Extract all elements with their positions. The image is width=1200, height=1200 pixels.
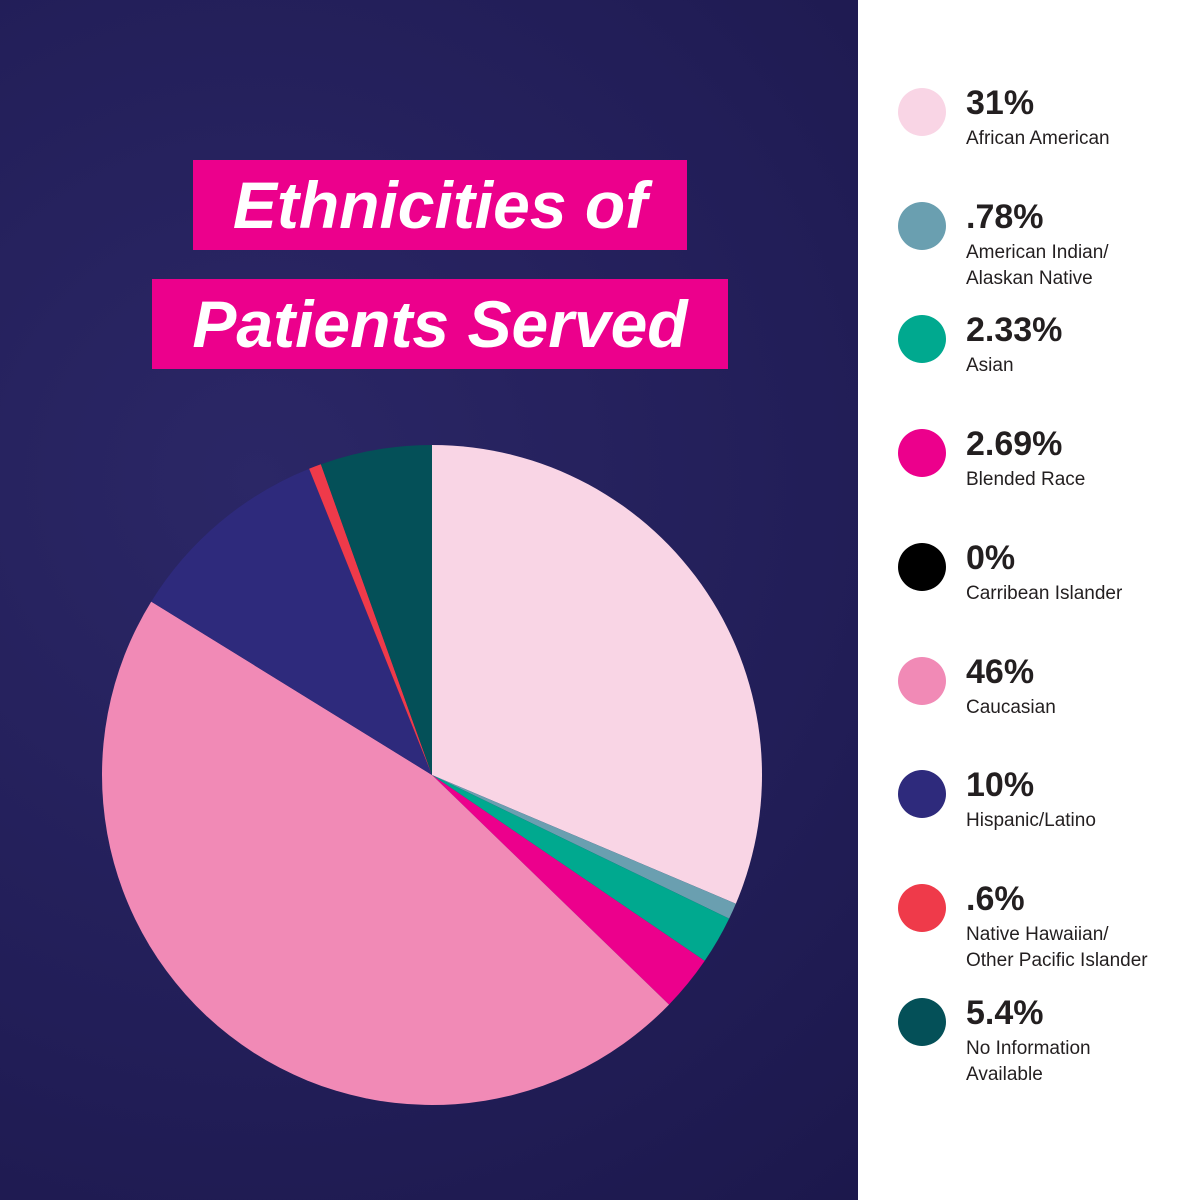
pie-slice <box>320 445 432 775</box>
legend-swatch <box>898 429 946 478</box>
value-label: .6% <box>966 879 1025 918</box>
legend-label: African American <box>966 128 1110 149</box>
value-label: 2.33% <box>966 311 1063 350</box>
legend-label: Hispanic/Latino <box>966 810 1096 832</box>
legend-swatch <box>898 770 946 819</box>
value-label: 46% <box>966 652 1035 691</box>
legend-swatch <box>898 883 946 932</box>
pie-slice <box>309 464 432 775</box>
value-label: 5.4% <box>966 993 1044 1032</box>
value-label: 0% <box>966 538 1016 577</box>
chart-title: Ethnicities of Patients Served <box>152 160 728 369</box>
pie-slice <box>432 445 763 904</box>
value-label: .78% <box>966 197 1044 236</box>
pie-slice <box>432 775 736 919</box>
legend-label: Asian <box>966 355 1014 377</box>
legend-swatch <box>898 997 946 1046</box>
pie-slice <box>432 775 705 1005</box>
value-label: 31% <box>966 84 1035 122</box>
legend-item: 10% Hispanic/Latino <box>898 766 1188 870</box>
value-label: 2.69% <box>966 425 1063 464</box>
value-label: 10% <box>966 766 1035 805</box>
legend-label: Blended Race <box>966 469 1086 491</box>
legend-label: Native Hawaiian/ Other Pacific Islander <box>966 923 1148 971</box>
legend-item: 2.69% Blended Race <box>898 425 1188 529</box>
pie-chart <box>101 445 763 1105</box>
legend-swatch <box>898 315 946 364</box>
legend-item: .6% Native Hawaiian/ Other Pacific Island… <box>898 880 1188 984</box>
pie-slice <box>432 775 730 961</box>
legend-swatch <box>898 542 946 591</box>
title-box: Ethnicities of Patients Served <box>110 155 770 393</box>
legend-item: .78% American Indian/ Alaskan Native <box>898 198 1188 302</box>
legend-swatch <box>898 201 946 250</box>
legend-item: 46% Caucasian <box>898 653 1188 757</box>
legend-swatch <box>898 88 946 136</box>
legend-label: Carribean Islander <box>966 582 1123 604</box>
pie-slice <box>101 601 670 1105</box>
legend-item: 31% African American <box>898 84 1188 188</box>
legend-item: 0% Carribean Islander <box>898 539 1188 643</box>
legend-label: No Information Available <box>966 1037 1091 1085</box>
legend-label: American Indian/ Alaskan Native <box>966 241 1109 289</box>
pie-slice <box>151 468 432 775</box>
legend-item: 2.33% Asian <box>898 311 1188 415</box>
legend-label: Caucasian <box>966 696 1056 718</box>
legend-swatch <box>898 656 946 705</box>
legend-item: 5.4% No Information Available <box>898 994 1188 1098</box>
